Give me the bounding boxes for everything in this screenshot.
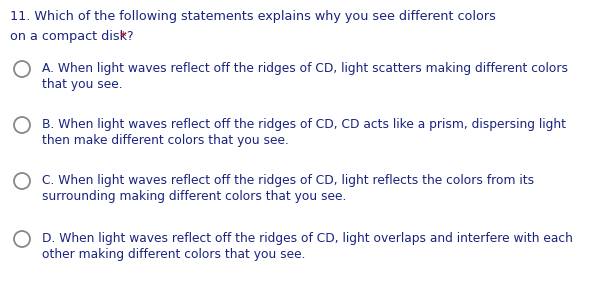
Text: then make different colors that you see.: then make different colors that you see. (42, 134, 289, 147)
Text: A. When light waves reflect off the ridges of CD, light scatters making differen: A. When light waves reflect off the ridg… (42, 62, 568, 75)
Text: *: * (116, 30, 127, 43)
Text: other making different colors that you see.: other making different colors that you s… (42, 248, 306, 261)
Text: on a compact disk?: on a compact disk? (10, 30, 133, 43)
Text: D. When light waves reflect off the ridges of CD, light overlaps and interfere w: D. When light waves reflect off the ridg… (42, 232, 573, 245)
Text: B. When light waves reflect off the ridges of CD, CD acts like a prism, dispersi: B. When light waves reflect off the ridg… (42, 118, 566, 131)
Text: C. When light waves reflect off the ridges of CD, light reflects the colors from: C. When light waves reflect off the ridg… (42, 174, 534, 187)
Text: surrounding making different colors that you see.: surrounding making different colors that… (42, 190, 346, 203)
Text: that you see.: that you see. (42, 78, 123, 91)
Text: 11. Which of the following statements explains why you see different colors: 11. Which of the following statements ex… (10, 10, 496, 23)
